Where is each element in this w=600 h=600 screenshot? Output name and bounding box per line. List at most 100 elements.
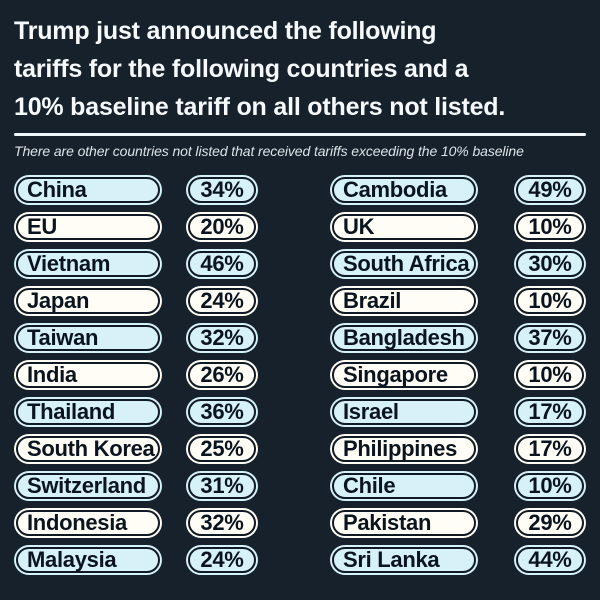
country-pill: Vietnam xyxy=(14,249,162,279)
rate-pill: 10% xyxy=(514,286,586,316)
country-pill-label: Israel xyxy=(343,399,399,424)
country-pill: EU xyxy=(14,212,162,242)
tariff-row: South Africa 30% xyxy=(330,249,586,279)
country-pill-label: Indonesia xyxy=(27,510,127,535)
tariff-list: China 34% EU 20% Vietnam 46% Japan 24% Taiwan 32%… xyxy=(14,175,586,575)
tariff-row: Indonesia 32% xyxy=(14,508,258,538)
rate-pill-label: 26% xyxy=(200,362,244,387)
page-title: Trump just announced the following tarif… xyxy=(14,12,586,126)
rate-pill: 32% xyxy=(186,323,258,353)
rate-pill-label: 24% xyxy=(200,288,244,313)
rate-pill-label: 44% xyxy=(528,547,572,572)
title-line-3: 10% baseline tariff on all others not li… xyxy=(14,93,506,121)
rate-pill-label: 36% xyxy=(200,399,244,424)
country-pill-label: China xyxy=(27,177,87,202)
country-pill-label: Thailand xyxy=(27,399,116,424)
rate-pill: 20% xyxy=(186,212,258,242)
country-pill-label: Chile xyxy=(343,473,396,498)
rate-pill: 17% xyxy=(514,397,586,427)
rate-pill-label: 32% xyxy=(200,325,244,350)
rate-pill-label: 10% xyxy=(528,214,572,239)
rate-pill-label: 46% xyxy=(200,251,244,276)
tariff-row: EU 20% xyxy=(14,212,258,242)
country-pill-label: India xyxy=(27,362,77,387)
rate-pill: 17% xyxy=(514,434,586,464)
rate-pill: 32% xyxy=(186,508,258,538)
rate-pill: 37% xyxy=(514,323,586,353)
country-pill: Sri Lanka xyxy=(330,545,478,575)
tariff-row: China 34% xyxy=(14,175,258,205)
rate-pill-label: 37% xyxy=(528,325,572,350)
country-pill: China xyxy=(14,175,162,205)
rate-pill-label: 30% xyxy=(528,251,572,276)
country-pill-label: Brazil xyxy=(343,288,402,313)
country-pill: Chile xyxy=(330,471,478,501)
country-pill: Indonesia xyxy=(14,508,162,538)
tariff-row: Brazil 10% xyxy=(330,286,586,316)
rate-pill: 10% xyxy=(514,360,586,390)
country-pill-label: Switzerland xyxy=(27,473,146,498)
rate-pill: 10% xyxy=(514,471,586,501)
rate-pill-label: 17% xyxy=(528,399,572,424)
country-pill-label: Vietnam xyxy=(27,251,111,276)
rate-pill: 26% xyxy=(186,360,258,390)
tariff-row: Israel 17% xyxy=(330,397,586,427)
country-pill: Cambodia xyxy=(330,175,478,205)
country-pill: India xyxy=(14,360,162,390)
tariff-row: Bangladesh 37% xyxy=(330,323,586,353)
title-line-1: Trump just announced the following xyxy=(14,17,437,45)
title-line-2: tariffs for the following countries and … xyxy=(14,55,469,83)
tariff-row: Philippines 17% xyxy=(330,434,586,464)
tariff-row: South Korea 25% xyxy=(14,434,258,464)
rate-pill-label: 20% xyxy=(200,214,244,239)
country-pill: Bangladesh xyxy=(330,323,478,353)
country-pill: South Africa xyxy=(330,249,478,279)
rate-pill: 10% xyxy=(514,212,586,242)
rate-pill: 25% xyxy=(186,434,258,464)
rate-pill-label: 24% xyxy=(200,547,244,572)
country-pill: Taiwan xyxy=(14,323,162,353)
rate-pill-label: 32% xyxy=(200,510,244,535)
country-pill-label: Sri Lanka xyxy=(343,547,440,572)
tariff-row: Pakistan 29% xyxy=(330,508,586,538)
tariff-row: Switzerland 31% xyxy=(14,471,258,501)
rate-pill: 34% xyxy=(186,175,258,205)
tariff-row: Vietnam 46% xyxy=(14,249,258,279)
country-pill-label: Bangladesh xyxy=(343,325,465,350)
tariff-column-right: Cambodia 49% UK 10% South Africa 30% Brazil 10%… xyxy=(330,175,586,575)
divider-rule xyxy=(14,133,586,136)
country-pill: Switzerland xyxy=(14,471,162,501)
tariff-row: UK 10% xyxy=(330,212,586,242)
country-pill-label: Taiwan xyxy=(27,325,99,350)
rate-pill-label: 34% xyxy=(200,177,244,202)
country-pill: UK xyxy=(330,212,478,242)
tariff-row: Japan 24% xyxy=(14,286,258,316)
country-pill: Singapore xyxy=(330,360,478,390)
rate-pill: 30% xyxy=(514,249,586,279)
tariff-row: Sri Lanka 44% xyxy=(330,545,586,575)
rate-pill-label: 29% xyxy=(528,510,572,535)
country-pill-label: Malaysia xyxy=(27,547,117,572)
country-pill: South Korea xyxy=(14,434,162,464)
rate-pill: 24% xyxy=(186,545,258,575)
rate-pill-label: 25% xyxy=(200,436,244,461)
tariff-column-left: China 34% EU 20% Vietnam 46% Japan 24% Taiwan 32%… xyxy=(14,175,258,575)
rate-pill-label: 31% xyxy=(200,473,244,498)
rate-pill: 46% xyxy=(186,249,258,279)
country-pill-label: Philippines xyxy=(343,436,458,461)
rate-pill-label: 10% xyxy=(528,473,572,498)
country-pill: Israel xyxy=(330,397,478,427)
country-pill-label: EU xyxy=(27,214,57,239)
subtitle-note: There are other countries not listed tha… xyxy=(14,143,524,159)
rate-pill-label: 10% xyxy=(528,288,572,313)
country-pill-label: UK xyxy=(343,214,375,239)
rate-pill: 49% xyxy=(514,175,586,205)
country-pill: Philippines xyxy=(330,434,478,464)
country-pill-label: Pakistan xyxy=(343,510,432,535)
rate-pill: 24% xyxy=(186,286,258,316)
country-pill-label: Japan xyxy=(27,288,90,313)
rate-pill: 29% xyxy=(514,508,586,538)
rate-pill-label: 17% xyxy=(528,436,572,461)
rate-pill-label: 49% xyxy=(528,177,572,202)
country-pill: Brazil xyxy=(330,286,478,316)
